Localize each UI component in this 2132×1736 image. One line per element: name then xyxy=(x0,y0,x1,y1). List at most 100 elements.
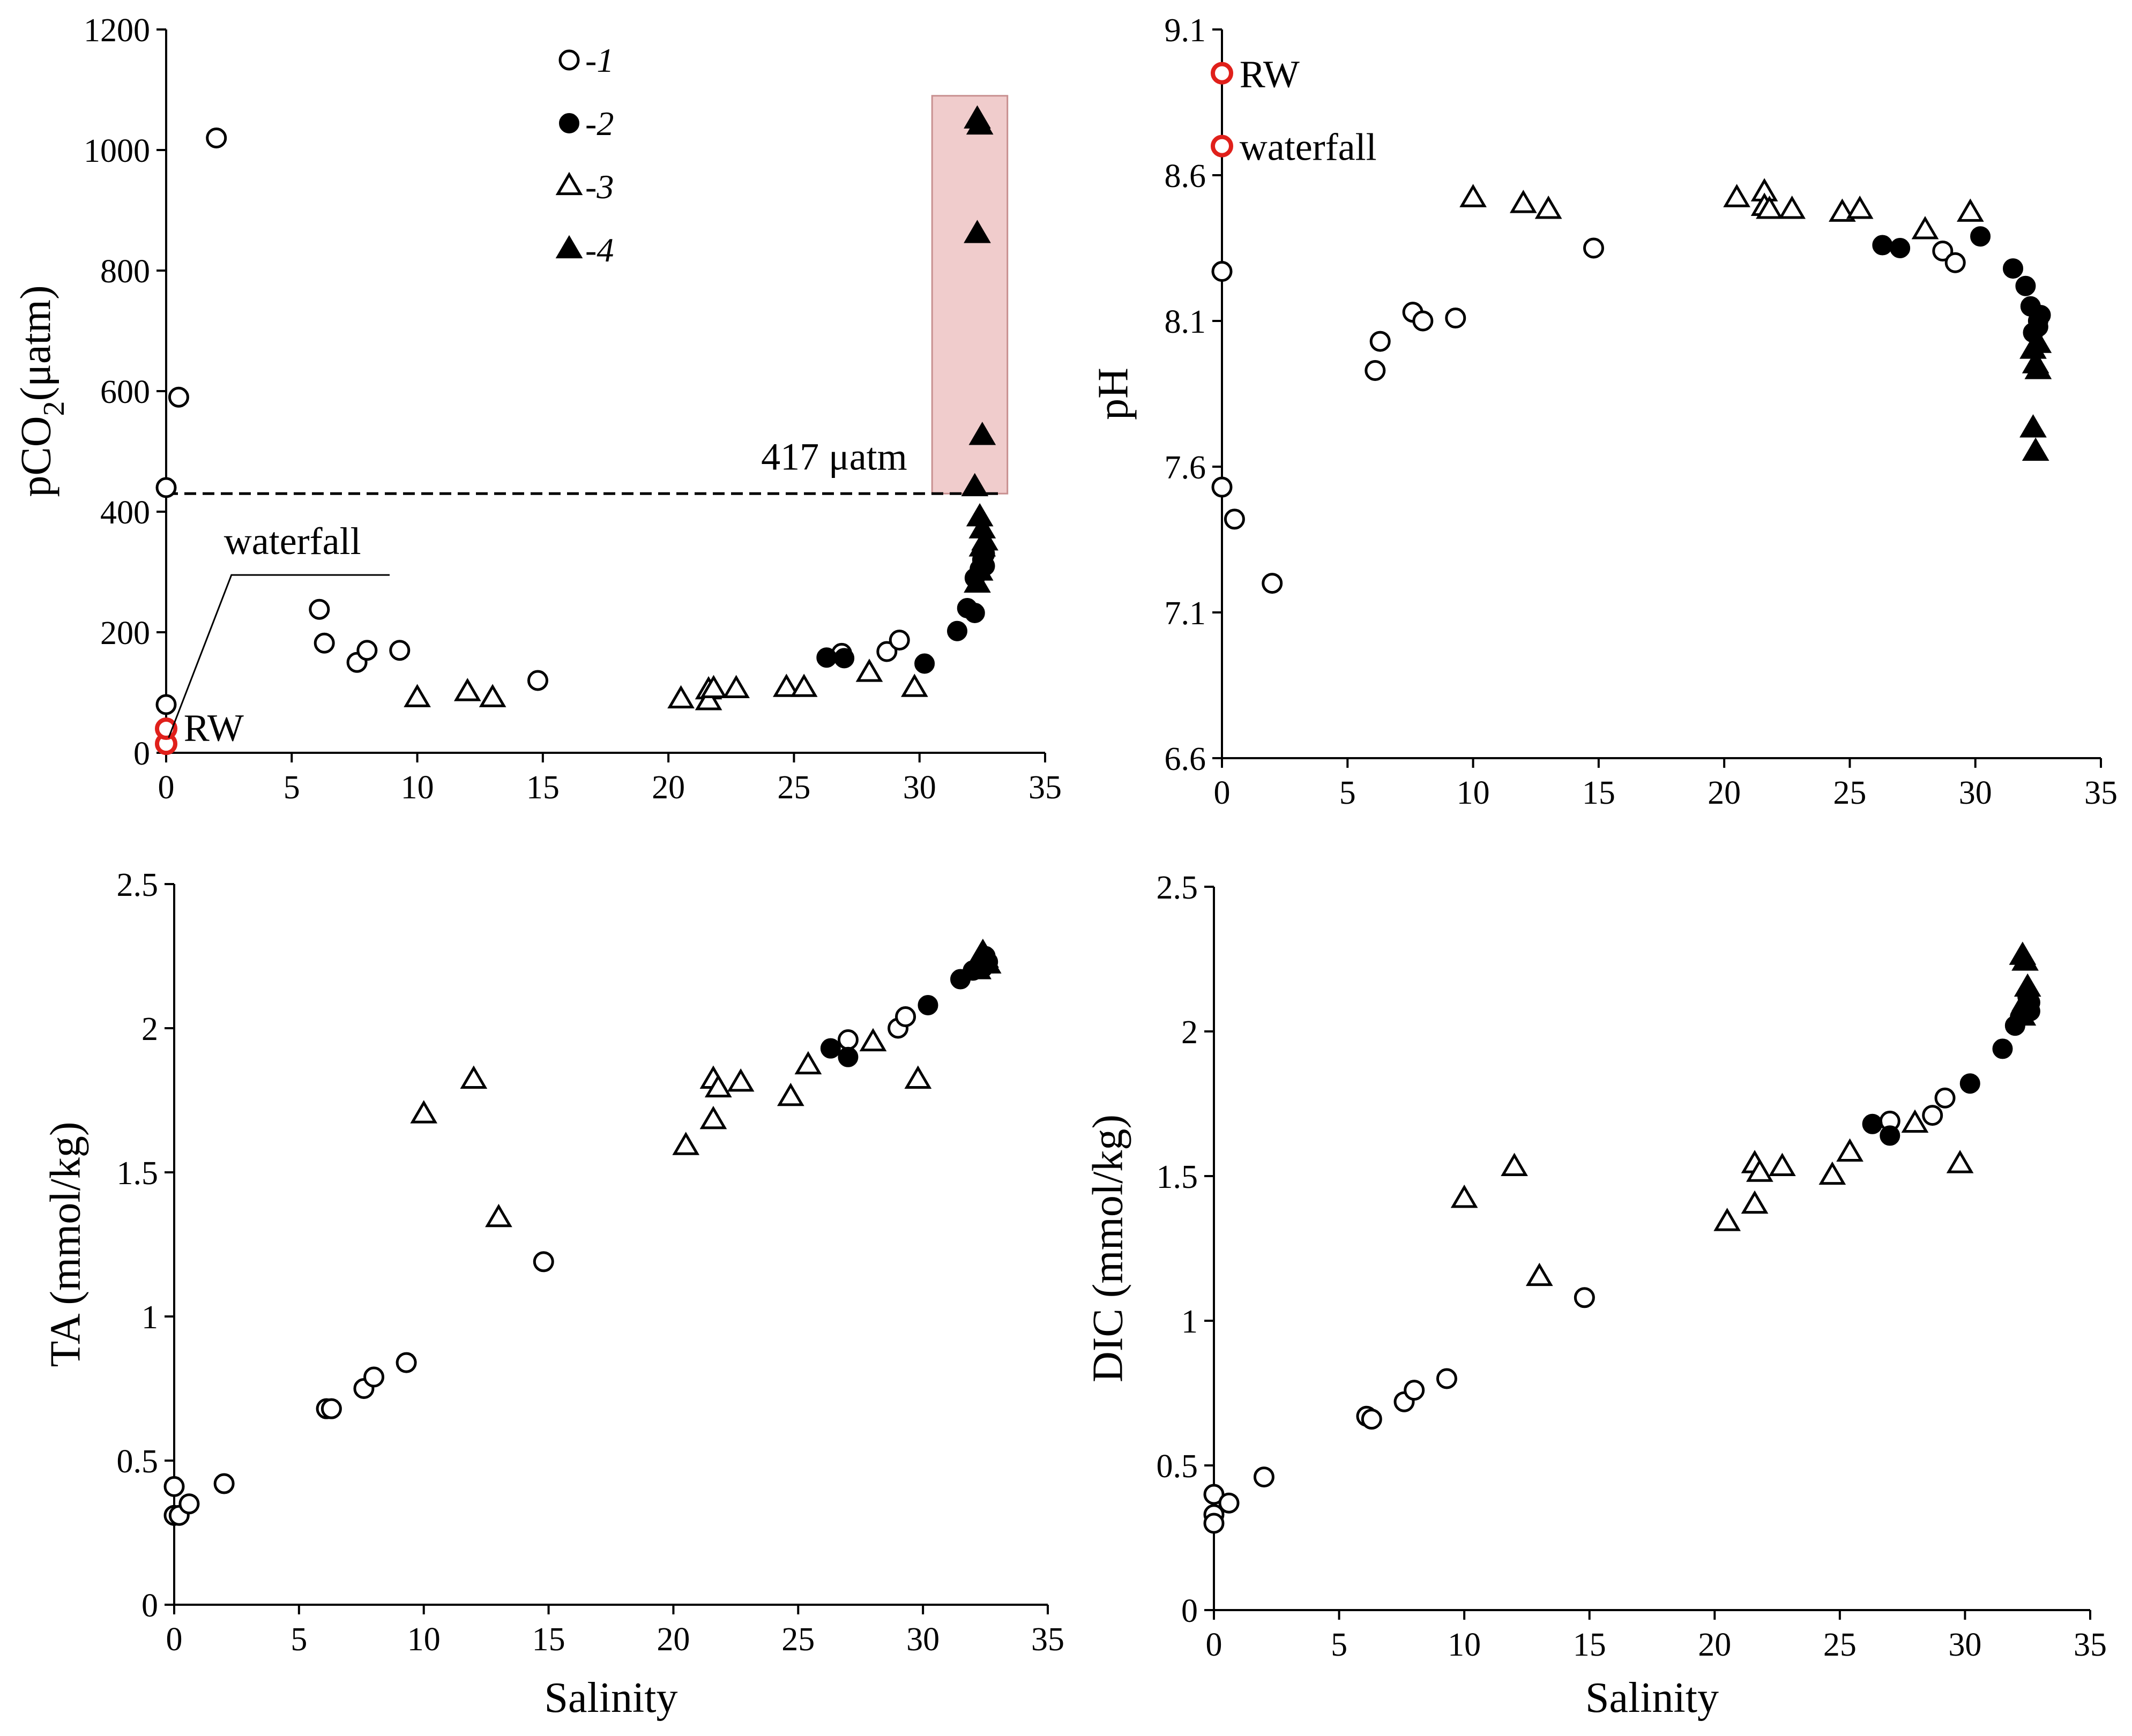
series-1 xyxy=(1203,1087,1956,1534)
x-tick-label: 30 xyxy=(1948,1627,1981,1663)
x-tick-label: 10 xyxy=(1448,1627,1481,1663)
x-tick-label: 30 xyxy=(906,1621,940,1658)
x-tick-label: 35 xyxy=(2074,1627,2107,1663)
rw-label: RW xyxy=(1240,53,1300,96)
data-point xyxy=(1818,1161,1846,1185)
data-point xyxy=(1741,1190,1769,1214)
data-point xyxy=(904,1065,932,1089)
data-point xyxy=(1911,216,1939,240)
x-tick-label: 25 xyxy=(1823,1627,1857,1663)
y-tick-label: 2.5 xyxy=(117,867,159,903)
data-point xyxy=(363,1366,385,1388)
data-point xyxy=(2024,330,2052,353)
data-point xyxy=(1778,195,1806,219)
y-axis-title: pH xyxy=(1090,368,1137,420)
series-3 xyxy=(410,1028,932,1228)
data-point xyxy=(1262,573,1283,594)
data-point xyxy=(700,675,727,699)
data-point xyxy=(2019,414,2047,438)
waterfall-leader-line xyxy=(168,574,390,738)
x-tick-label: 25 xyxy=(781,1621,815,1658)
data-point xyxy=(404,684,431,707)
reference-line-label: 417 μatm xyxy=(761,435,907,478)
data-point xyxy=(155,694,177,715)
chart-dic: 0 0.5 1 1.5 2 2.5 0 5 10 15 20 25 30 35 DIC (mmol/kg) S… xyxy=(1084,870,2107,1722)
series-1 xyxy=(1211,237,1966,594)
x-tick-label: 20 xyxy=(652,769,685,806)
data-point xyxy=(533,1251,554,1273)
y-tick-label: 9.1 xyxy=(1165,12,1206,49)
data-point xyxy=(964,603,985,623)
data-point xyxy=(2011,987,2039,1012)
data-point xyxy=(314,632,335,654)
data-point xyxy=(213,1473,235,1494)
x-tick-label: 30 xyxy=(903,769,936,806)
data-point xyxy=(206,128,227,148)
series-4 xyxy=(961,105,998,593)
series-3 xyxy=(404,659,928,710)
data-point xyxy=(1944,252,1966,273)
y-tick-label: 1.5 xyxy=(1157,1159,1198,1195)
data-point xyxy=(1361,1409,1382,1430)
data-point xyxy=(964,569,991,593)
legend-label: -1 xyxy=(585,41,614,79)
chart-pco2: 0 200 400 600 800 1000 1200 0 5 10 15 20 25 30 35 pCO2(… xyxy=(12,12,1062,806)
legend: -1 -2 -3 -4 xyxy=(555,41,614,269)
x-tick-label: 5 xyxy=(1331,1627,1347,1663)
data-point xyxy=(900,674,928,697)
data-point xyxy=(876,641,898,662)
data-point xyxy=(816,647,837,668)
data-point xyxy=(1959,1073,1980,1094)
data-point xyxy=(453,678,481,701)
data-point xyxy=(1946,1150,1974,1173)
y-tick-label: 2.5 xyxy=(1157,870,1198,906)
legend-label: -2 xyxy=(585,104,614,143)
data-point xyxy=(1203,1484,1225,1505)
x-tick-label: 5 xyxy=(1339,775,1356,811)
data-point xyxy=(389,640,411,661)
data-point xyxy=(1872,235,1893,256)
series-3 xyxy=(1459,178,1984,240)
legend-label: -3 xyxy=(585,168,614,206)
data-point xyxy=(2003,258,2023,279)
series-1 xyxy=(155,128,910,715)
data-point xyxy=(1922,1105,1943,1126)
data-point xyxy=(1880,1125,1900,1146)
data-point xyxy=(2022,437,2049,461)
data-point xyxy=(727,1068,755,1092)
data-point xyxy=(889,630,910,651)
y-tick-label: 0 xyxy=(133,736,150,772)
data-point xyxy=(667,685,695,709)
data-point xyxy=(1450,1184,1478,1208)
x-tick-label: 0 xyxy=(1214,775,1231,811)
x-tick-label: 15 xyxy=(1582,775,1615,811)
data-point xyxy=(968,422,996,445)
data-point xyxy=(1846,195,1874,219)
x-tick-label: 35 xyxy=(2084,775,2118,811)
y-tick-label: 7.1 xyxy=(1165,595,1206,632)
data-point xyxy=(834,648,855,669)
data-point xyxy=(895,1006,916,1027)
y-axis-title: TA (mmol/kg) xyxy=(42,1121,89,1367)
data-point xyxy=(964,220,991,243)
x-tick-label: 30 xyxy=(1959,775,1992,811)
data-point xyxy=(947,620,967,641)
data-point xyxy=(838,1046,859,1067)
x-tick-label: 5 xyxy=(284,769,300,806)
data-point xyxy=(1253,1466,1274,1488)
x-axis-title: Salinity xyxy=(1585,1674,1719,1722)
data-point xyxy=(1836,1138,1863,1162)
data-point xyxy=(914,653,935,674)
data-point xyxy=(855,659,883,682)
y-tick-label: 6.6 xyxy=(1165,741,1206,777)
series-3 xyxy=(1450,1109,1974,1286)
data-point xyxy=(1211,134,1233,158)
data-point xyxy=(1890,238,1911,258)
y-tick-label: 0 xyxy=(141,1588,158,1624)
y-tick-label: 200 xyxy=(100,615,150,652)
data-point xyxy=(961,473,989,497)
y-tick-label: 2 xyxy=(1181,1014,1198,1051)
chart-ph: 6.6 7.1 7.6 8.1 8.6 9.1 0 5 10 15 20 25 30 35 pH RW wate… xyxy=(1090,12,2118,811)
x-tick-label: 0 xyxy=(166,1621,183,1658)
y-tick-label: 1000 xyxy=(84,133,150,169)
